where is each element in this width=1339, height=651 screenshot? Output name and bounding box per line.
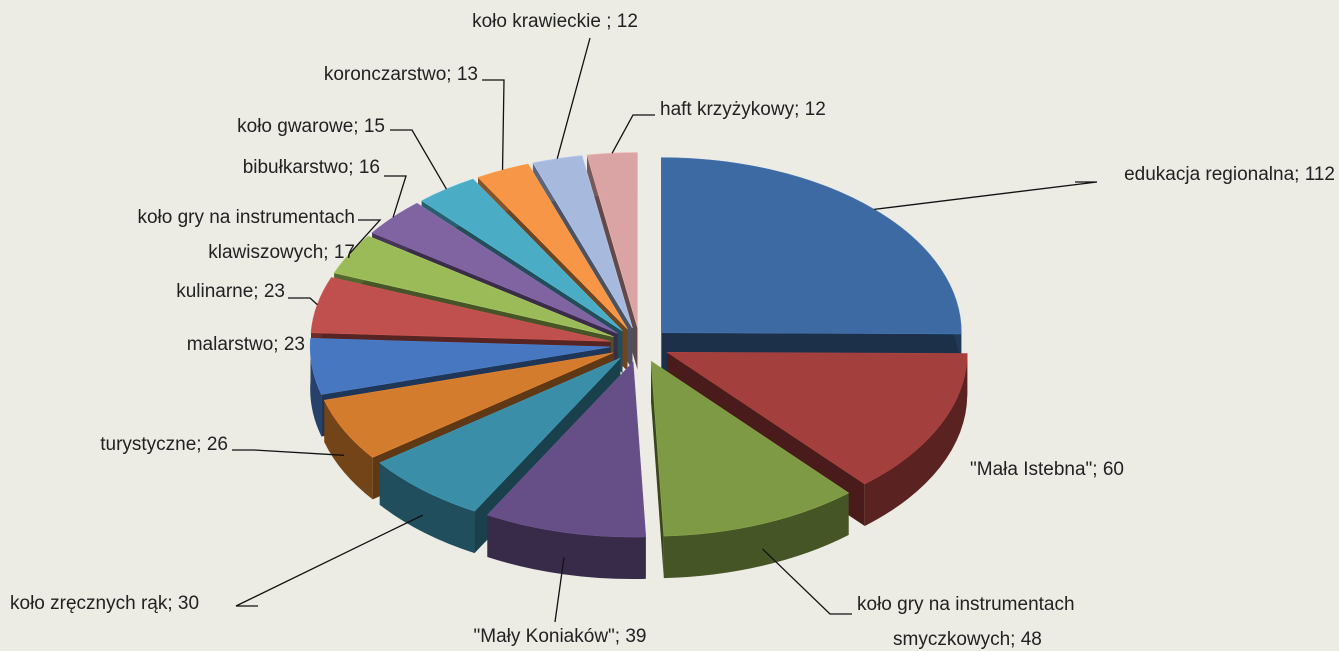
data-label: "Mała Istebna"; 60 bbox=[970, 459, 1124, 480]
slice-wall bbox=[663, 492, 849, 579]
data-label: klawiszowych; 17 bbox=[208, 242, 355, 263]
data-label: haft krzyżykowy; 12 bbox=[660, 99, 826, 120]
slice-wall bbox=[324, 400, 373, 500]
slice-top bbox=[323, 352, 614, 458]
leader-line bbox=[554, 557, 565, 623]
data-label: koło zręcznych rąk; 30 bbox=[10, 593, 199, 614]
slice bbox=[650, 360, 850, 579]
slice-top bbox=[660, 157, 962, 335]
slice-top bbox=[310, 277, 611, 342]
data-label: kulinarne; 23 bbox=[176, 281, 285, 302]
data-label: turystyczne; 26 bbox=[100, 434, 228, 455]
data-label: "Mały Koniaków"; 39 bbox=[474, 626, 647, 647]
slice-top bbox=[666, 351, 968, 485]
data-label: koło gwarowe; 15 bbox=[237, 116, 385, 137]
leader-line bbox=[235, 514, 424, 607]
slice-top bbox=[379, 357, 621, 512]
slice-wall bbox=[310, 338, 322, 437]
slice-wall bbox=[864, 353, 968, 527]
data-label: koło krawieckie ; 12 bbox=[472, 11, 638, 32]
slice-wall bbox=[487, 515, 646, 580]
leader-line bbox=[556, 37, 591, 159]
leader-line bbox=[384, 175, 407, 218]
slice-top bbox=[477, 163, 628, 330]
leader-line bbox=[611, 114, 655, 154]
data-label: malarstwo; 23 bbox=[187, 334, 305, 355]
leader-line bbox=[762, 548, 852, 615]
leader-line bbox=[874, 181, 1098, 211]
leader-line bbox=[390, 129, 447, 190]
slice-top bbox=[486, 361, 647, 538]
slice bbox=[660, 157, 962, 376]
leader-line bbox=[348, 219, 382, 255]
slice-top bbox=[309, 338, 611, 395]
leader-line bbox=[288, 297, 318, 306]
leader-line bbox=[482, 79, 505, 171]
data-label: bibułkarstwo; 16 bbox=[243, 157, 380, 178]
data-label: smyczkowych; 48 bbox=[893, 629, 1042, 650]
data-label: edukacja regionalna; 112 bbox=[1124, 164, 1335, 185]
slice-side bbox=[651, 361, 664, 579]
slice bbox=[486, 361, 647, 580]
slice-top bbox=[421, 178, 623, 332]
data-label: koronczarstwo; 13 bbox=[324, 64, 478, 85]
leader-line bbox=[232, 449, 345, 456]
slice-wall bbox=[379, 462, 475, 554]
data-label: koło gry na instrumentach bbox=[857, 594, 1075, 615]
slice-top bbox=[371, 202, 618, 334]
slice-top bbox=[650, 360, 850, 537]
data-label: koło gry na instrumentach bbox=[137, 207, 355, 228]
